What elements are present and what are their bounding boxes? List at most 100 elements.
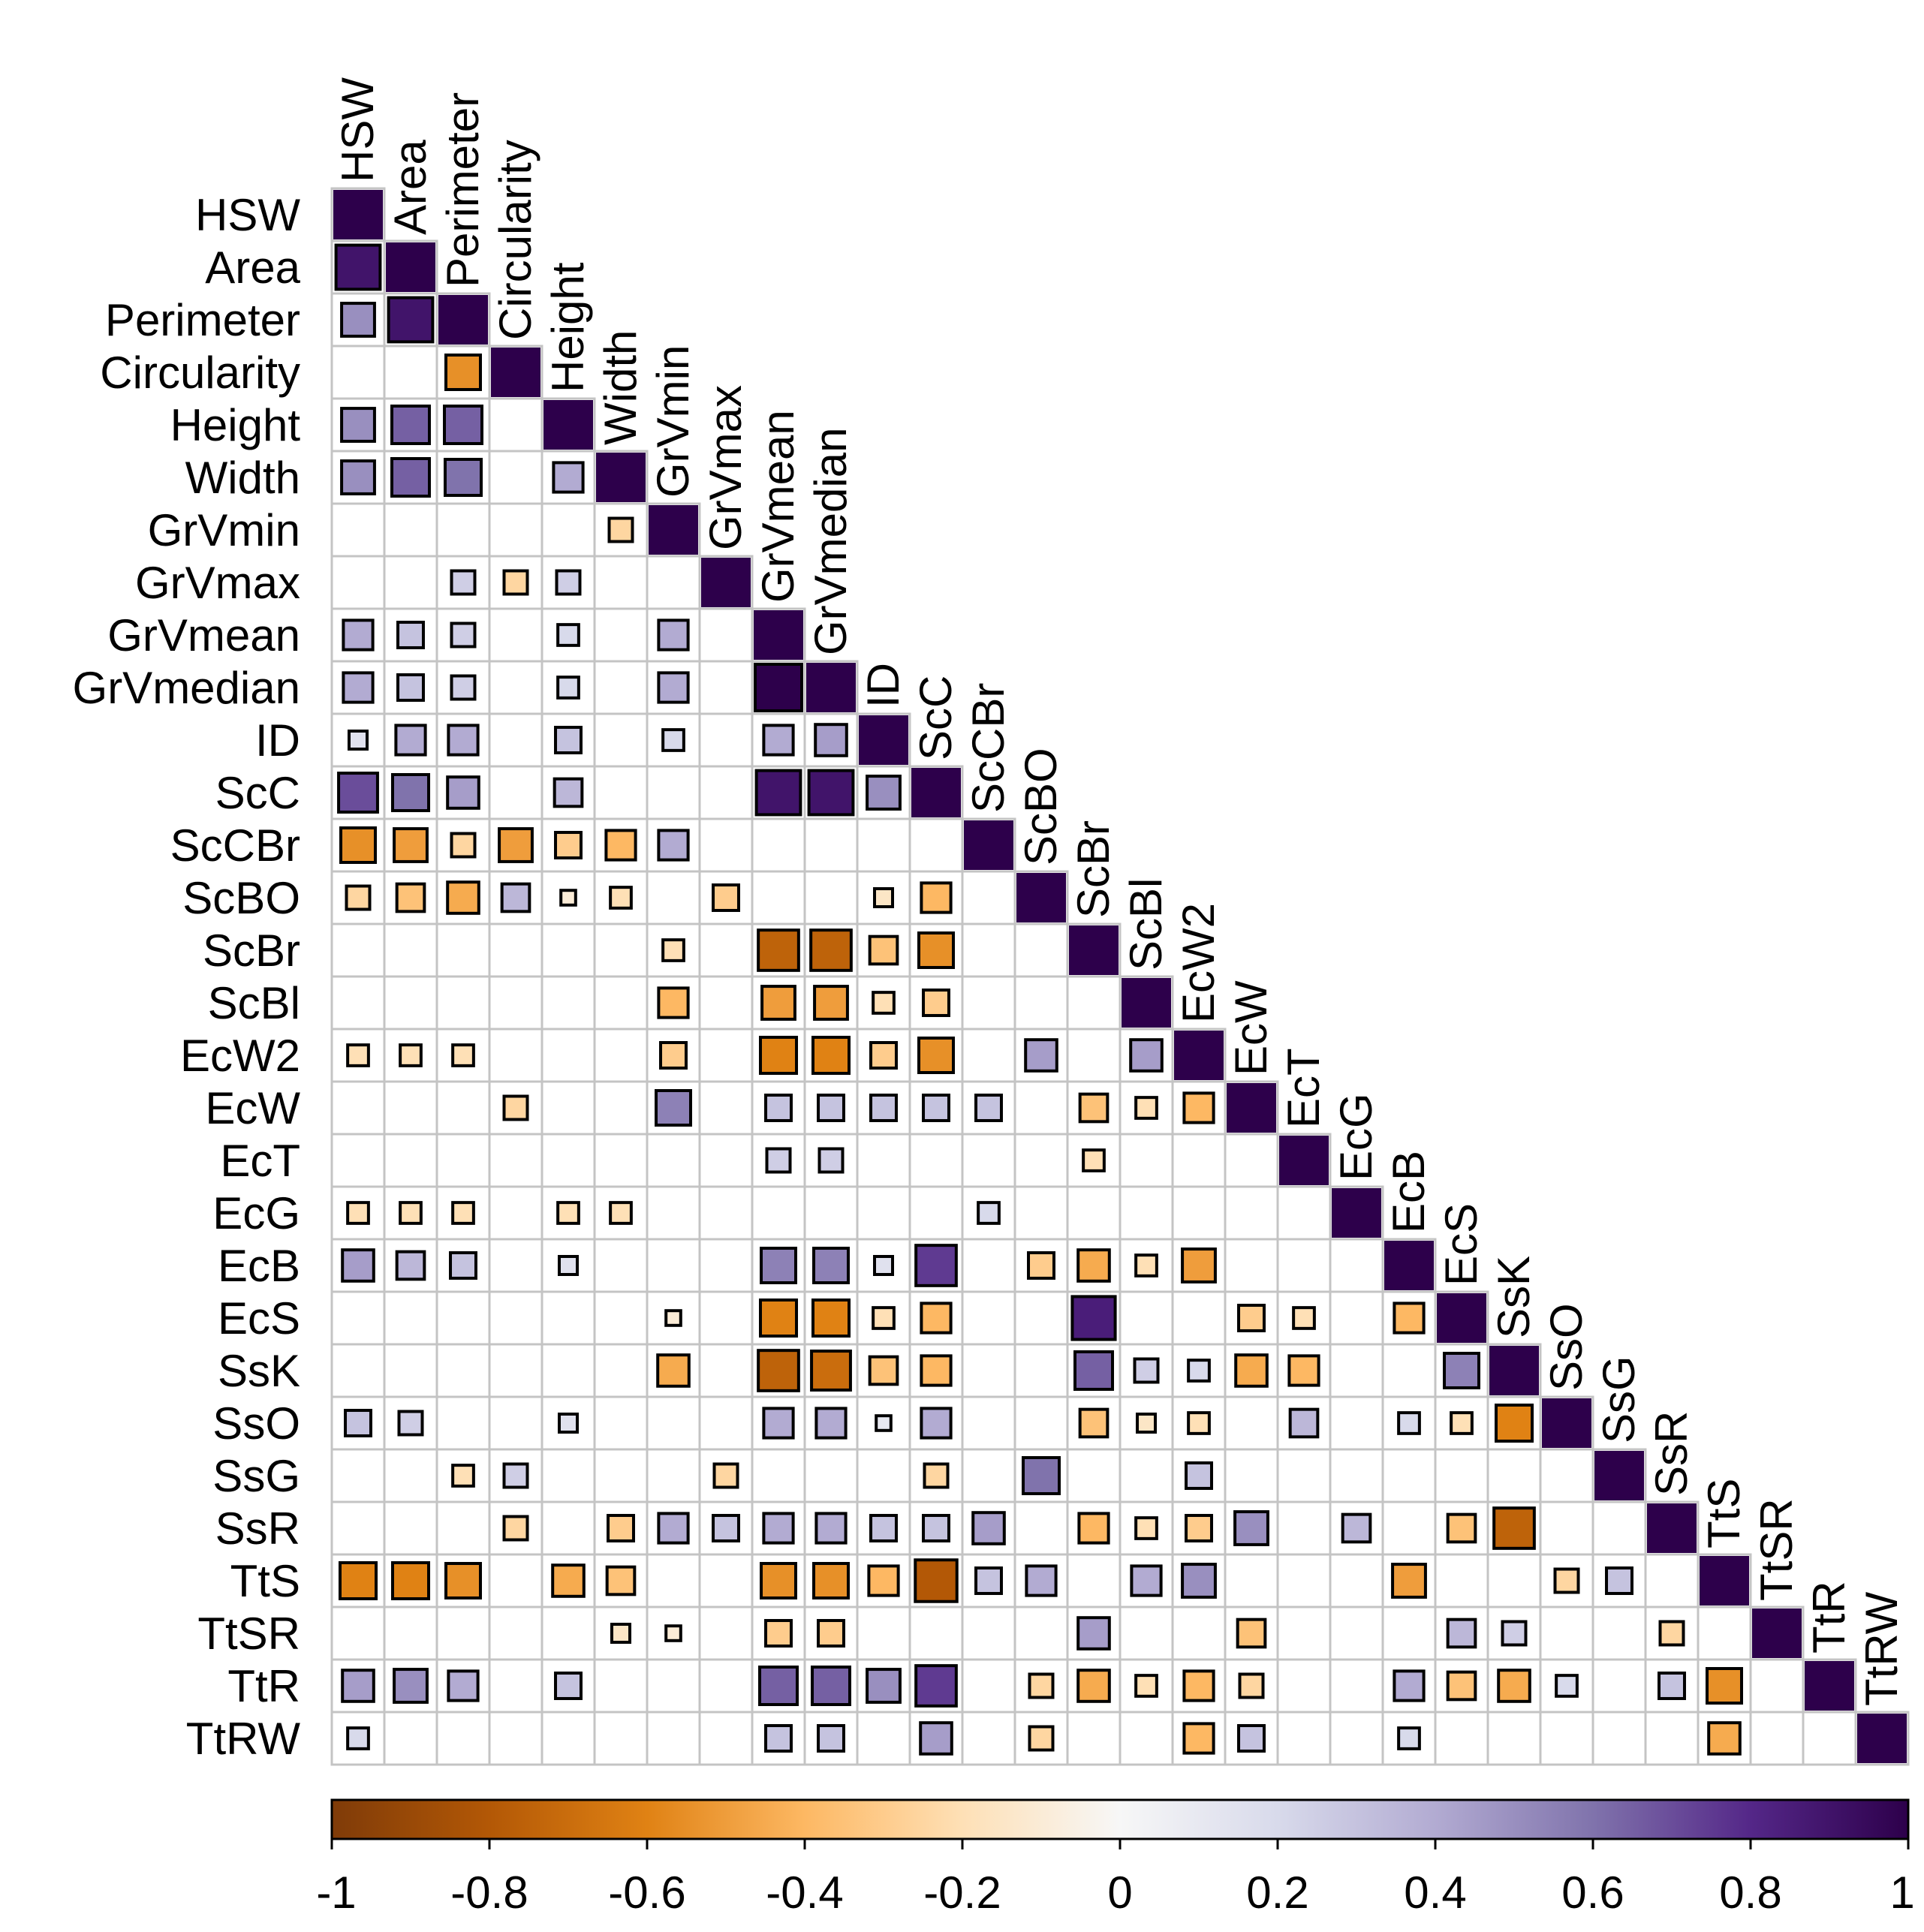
column-label-ssg: SsG xyxy=(1594,1356,1644,1443)
cell-ttsr-ssr xyxy=(1658,1620,1685,1647)
cell-ttr-tts xyxy=(1706,1667,1743,1705)
grid-cell-scbl-area xyxy=(383,975,438,1031)
cell-ecb-scbr xyxy=(1076,1248,1111,1283)
grid-cell-scc-width xyxy=(593,765,649,820)
cell-ttrw-ecb xyxy=(1397,1726,1421,1750)
cell-sso-hsw xyxy=(344,1409,372,1437)
cell-ssg-grvmax xyxy=(712,1462,739,1489)
cell-tts-hsw xyxy=(338,1560,378,1601)
column-label-ttsr: TtSR xyxy=(1751,1498,1802,1601)
grid-cell-ecw-hsw xyxy=(330,1080,386,1136)
grid-cell-ttrw-id xyxy=(856,1711,911,1766)
cell-sccbr-area xyxy=(393,827,429,863)
grid-cell-grvmedian-width xyxy=(593,660,649,715)
grid-cell-scbo-grvmedian xyxy=(803,870,859,925)
grid-cell-ecw2-circularity xyxy=(488,1028,543,1083)
grid-cell-ttr-ecg xyxy=(1329,1658,1384,1714)
grid-cell-ecb-grvmin xyxy=(646,1238,701,1293)
cell-sccbr-perimeter xyxy=(450,832,477,859)
grid-cell-ecg-scbo xyxy=(1013,1185,1069,1241)
cell-grvmean-area xyxy=(396,621,425,649)
grid-cell-ttsr-scbr xyxy=(1066,1605,1122,1661)
column-label-area: Area xyxy=(385,140,435,235)
column-label-ttr: TtR xyxy=(1804,1581,1854,1654)
cell-ecw-ecw xyxy=(1227,1083,1276,1133)
grid-cell-ttsr-ssg xyxy=(1591,1605,1647,1661)
legend-tick-label: 0 xyxy=(1107,1867,1132,1918)
grid-cell-sso-width xyxy=(593,1395,649,1451)
cell-scc-area xyxy=(390,772,431,813)
cell-ttrw-scc xyxy=(919,1721,953,1756)
column-label-ecb: EcB xyxy=(1384,1151,1434,1233)
grid-cell-tts-grvmin xyxy=(646,1553,701,1608)
cell-tts-area xyxy=(390,1560,431,1601)
grid-cell-ssg-hsw xyxy=(330,1448,386,1503)
grid-cell-ect-sccbr xyxy=(961,1133,1016,1188)
cell-ecw2-scc xyxy=(917,1037,955,1074)
cell-scbo-height xyxy=(559,889,577,907)
grid-cell-ect-width xyxy=(593,1133,649,1188)
grid-cell-grvmin-height xyxy=(540,502,596,558)
cell-height-area xyxy=(390,405,431,445)
grid-cell-ttrw-ssk xyxy=(1486,1711,1542,1766)
grid-cell-ssg-ecw xyxy=(1224,1448,1279,1503)
cell-ttr-ecs xyxy=(1446,1670,1477,1702)
cell-ttr-grvmean xyxy=(758,1666,799,1706)
cell-ecg-area xyxy=(399,1201,423,1225)
cell-grvmax-perimeter xyxy=(450,569,477,596)
grid-cell-scbl-width xyxy=(593,975,649,1031)
grid-cell-ttsr-grvmax xyxy=(698,1605,754,1661)
cell-tts-width xyxy=(605,1565,637,1596)
cell-circularity-circularity xyxy=(491,348,540,397)
cell-grvmedian-grvmedian xyxy=(806,663,856,712)
row-label-grvmean: GrVmean xyxy=(107,610,300,661)
grid-cell-scbo-grvmean xyxy=(751,870,806,925)
cell-scbr-scbr xyxy=(1069,925,1119,975)
cell-ssr-ssk xyxy=(1492,1506,1536,1550)
grid-cell-ect-grvmin xyxy=(646,1133,701,1188)
grid-cell-sccbr-id xyxy=(856,817,911,873)
grid-cell-ecs-area xyxy=(383,1290,438,1346)
row-label-perimeter: Perimeter xyxy=(105,295,300,345)
grid-cell-ect-height xyxy=(540,1133,596,1188)
cell-ssr-id xyxy=(869,1514,898,1542)
grid-cell-ecw-height xyxy=(540,1080,596,1136)
grid-cell-sso-perimeter xyxy=(435,1395,491,1451)
grid-cell-sso-grvmin xyxy=(646,1395,701,1451)
cell-ect-scbr xyxy=(1082,1148,1106,1172)
cell-scbr-grvmin xyxy=(661,938,685,962)
cell-ssk-ssk xyxy=(1489,1346,1539,1395)
grid-cell-ect-ecw xyxy=(1224,1133,1279,1188)
cell-ecw2-hsw xyxy=(346,1043,370,1067)
cell-ssr-ssr xyxy=(1647,1503,1697,1553)
grid-cell-ecb-grvmax xyxy=(698,1238,754,1293)
column-label-ssr: SsR xyxy=(1646,1411,1697,1496)
cell-ssg-scc xyxy=(923,1462,950,1489)
cell-id-id xyxy=(859,715,908,765)
cell-ssr-scbl xyxy=(1134,1516,1158,1540)
grid-cell-ssg-scbl xyxy=(1119,1448,1174,1503)
grid-cell-ttr-ttsr xyxy=(1749,1658,1805,1714)
row-label-area: Area xyxy=(205,242,300,293)
column-label-sccbr: ScCBr xyxy=(963,683,1013,813)
cell-scc-hsw xyxy=(337,772,379,814)
cell-sso-scc xyxy=(920,1407,953,1440)
cell-sccbr-grvmin xyxy=(657,829,690,862)
grid-cell-ecg-scbl xyxy=(1119,1185,1174,1241)
cell-scbl-grvmin xyxy=(657,986,690,1019)
cell-ssk-ecw xyxy=(1234,1353,1269,1388)
legend-tick-label: 1 xyxy=(1889,1867,1914,1918)
grid-cell-grvmin-perimeter xyxy=(435,502,491,558)
row-label-ecg: EcG xyxy=(212,1188,300,1238)
cell-ttr-ssk xyxy=(1497,1669,1531,1703)
grid-cell-ecw2-width xyxy=(593,1028,649,1083)
row-label-ecw: EcW xyxy=(205,1083,300,1133)
grid-cell-ssr-sso xyxy=(1539,1500,1594,1556)
cell-width-width xyxy=(596,453,646,502)
grid-cell-sccbr-scc xyxy=(908,817,964,873)
cell-ttr-ecw2 xyxy=(1182,1669,1215,1702)
grid-cell-ect-scbo xyxy=(1013,1133,1069,1188)
cell-ttrw-ecw2 xyxy=(1182,1722,1215,1755)
cell-scbr-grvmean xyxy=(757,928,800,972)
legend-tick-label: -0.4 xyxy=(766,1867,843,1918)
